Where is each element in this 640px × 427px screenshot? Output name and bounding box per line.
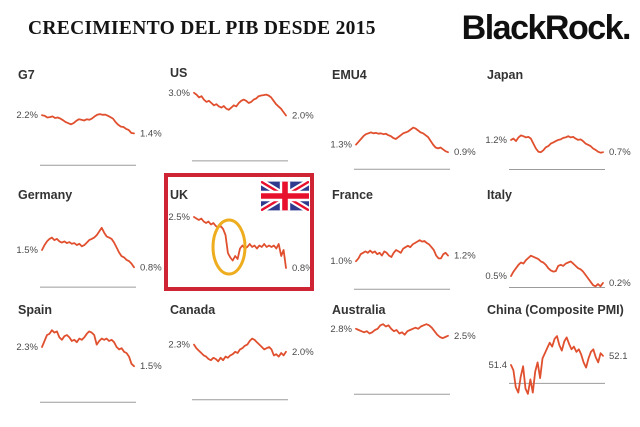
end-value-label: 2.5% [454, 331, 476, 342]
start-value-label: 3.0% [168, 88, 190, 99]
end-value-label: 0.8% [140, 262, 162, 273]
chart-tile-china: China (Composite PMI) 51.4 52.1 [485, 303, 633, 407]
page-title: CRECIMIENTO DEL PIB DESDE 2015 [28, 18, 376, 39]
gdp-trend-line [355, 239, 449, 263]
gdp-trend-line [355, 323, 449, 340]
start-value-label: 2.2% [16, 110, 38, 121]
chart-title: Australia [332, 303, 386, 317]
chart-tile-uk: UK 2.5% 0.8% [164, 173, 316, 292]
start-value-label: 1.0% [330, 256, 352, 267]
end-value-label: 0.2% [609, 278, 631, 289]
gdp-trend-line [193, 337, 287, 363]
chart-tile-australia: Australia 2.8% 2.5% [330, 303, 478, 407]
end-value-label: 0.8% [292, 263, 314, 274]
gdp-trend-line [41, 226, 135, 269]
sparkline-chart: 51.4 52.1 [489, 335, 628, 395]
chart-title: Spain [18, 303, 53, 317]
blackrock-logo: BlackRock. [461, 9, 632, 47]
uk-flag-icon [261, 181, 309, 211]
sparkline-chart: 2.8% 2.5% [330, 323, 476, 395]
start-value-label: 1.2% [485, 135, 507, 146]
gdp-trend-line [355, 126, 449, 154]
gdp-trend-line [193, 216, 287, 269]
chart-tile-france: France 1.0% 1.2% [330, 188, 478, 292]
start-value-label: 2.3% [168, 340, 190, 351]
sparkline-chart: 0.5% 0.2% [485, 254, 631, 289]
sparkline-chart: 2.3% 2.0% [168, 337, 314, 401]
gdp-trend-line [41, 113, 135, 135]
chart-tile-germany: Germany 1.5% 0.8% [16, 188, 164, 292]
start-value-label: 2.3% [16, 342, 38, 353]
start-value-label: 2.5% [168, 212, 190, 223]
chart-tile-g7: G7 2.2% 1.4% [16, 68, 164, 172]
start-value-label: 2.8% [330, 324, 352, 335]
chart-title: Germany [18, 188, 73, 202]
chart-tile-spain: Spain 2.3% 1.5% [16, 303, 164, 407]
sparkline-chart: 2.3% 1.5% [16, 329, 162, 403]
end-value-label: 0.7% [609, 147, 631, 158]
gdp-trend-line [510, 335, 604, 395]
chart-title: China (Composite PMI) [487, 303, 624, 317]
sparkline-chart: 3.0% 2.0% [168, 88, 314, 162]
sparkline-chart: 1.0% 1.2% [330, 239, 476, 290]
chart-title: Canada [170, 303, 216, 317]
end-value-label: 1.5% [140, 361, 162, 372]
chart-tile-emu4: EMU4 1.3% 0.9% [330, 68, 478, 172]
sparkline-chart: 1.5% 0.8% [16, 226, 162, 288]
gdp-trend-line [41, 329, 135, 368]
sparkline-chart: 1.2% 0.7% [485, 134, 631, 170]
sparkline-chart: 2.2% 1.4% [16, 110, 162, 166]
end-value-label: 1.4% [140, 128, 162, 139]
gdp-trend-line [510, 134, 604, 154]
chart-title: Japan [487, 68, 524, 82]
gdp-trend-line [193, 91, 287, 117]
end-value-label: 1.2% [454, 251, 476, 262]
chart-tile-canada: Canada 2.3% 2.0% [168, 303, 316, 407]
chart-title: US [170, 66, 188, 80]
end-value-label: 52.1 [609, 351, 628, 362]
start-value-label: 51.4 [489, 360, 508, 371]
gdp-trend-line [510, 254, 604, 288]
end-value-label: 0.9% [454, 147, 476, 158]
chart-title: EMU4 [332, 68, 367, 82]
chart-tile-japan: Japan 1.2% 0.7% [485, 68, 633, 172]
chart-title: France [332, 188, 373, 202]
end-value-label: 2.0% [292, 111, 314, 122]
sparkline-chart: 1.3% 0.9% [330, 126, 476, 170]
chart-title: UK [170, 188, 189, 202]
end-value-label: 2.0% [292, 347, 314, 358]
chart-tile-us: US 3.0% 2.0% [168, 66, 316, 170]
drop-circle-annotation [211, 218, 247, 276]
sparkline-chart: 2.5% 0.8% [168, 212, 314, 276]
start-value-label: 0.5% [485, 271, 507, 282]
chart-title: Italy [487, 188, 513, 202]
chart-title: G7 [18, 68, 35, 82]
start-value-label: 1.3% [330, 140, 352, 151]
chart-tile-italy: Italy 0.5% 0.2% [485, 188, 633, 292]
start-value-label: 1.5% [16, 245, 38, 256]
